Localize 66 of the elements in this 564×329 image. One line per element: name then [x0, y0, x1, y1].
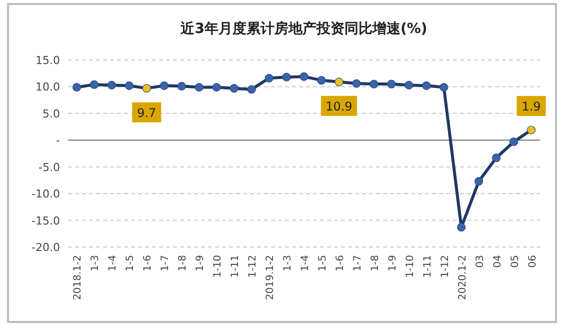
point [440, 82, 448, 92]
x-tick-label: 2018.1-2 [72, 255, 84, 300]
x-tick-label: 1-6 [142, 255, 154, 272]
data-label: 9.7 [137, 106, 156, 120]
chart-title: 近3年月度累计房地产投资同比增速(%) [180, 20, 428, 37]
point [370, 80, 378, 88]
point [124, 81, 134, 90]
point [177, 82, 186, 90]
x-tick-label: 1-6 [334, 255, 346, 272]
point [387, 80, 396, 88]
point [404, 80, 414, 90]
x-tick-label: 2020.1-2 [457, 255, 468, 300]
point [212, 82, 221, 92]
x-tick-label: 1-3 [90, 255, 102, 272]
x-tick-label: 1-10 [404, 255, 416, 278]
point [422, 81, 431, 90]
data-label: 10.9 [326, 99, 352, 114]
x-tick-label: 1-9 [387, 255, 398, 272]
x-tick-label: 1-9 [195, 255, 206, 272]
point [72, 82, 82, 92]
point [282, 72, 291, 82]
point [247, 85, 256, 94]
point [230, 84, 238, 93]
y-tick-label: - [56, 134, 60, 148]
y-tick-label: -5.0 [38, 160, 60, 174]
point [264, 74, 274, 82]
x-tick-label: 06 [527, 255, 538, 268]
point [300, 72, 308, 81]
point [334, 78, 344, 86]
x-tick-label: 1-7 [160, 255, 172, 272]
point [317, 76, 326, 85]
x-tick-label: 1-4 [300, 255, 311, 272]
data-label: 1.9 [522, 99, 541, 114]
point [194, 82, 204, 92]
point [509, 137, 518, 146]
y-tick-label: 10.0 [36, 80, 60, 94]
y-tick-label: 5.0 [42, 107, 60, 120]
x-tick-label: 1-7 [352, 255, 364, 272]
x-tick-label: 03 [474, 255, 486, 268]
point [492, 153, 501, 162]
point [90, 80, 99, 89]
x-tick-label: 1-10 [212, 255, 224, 278]
x-tick-label: 1-3 [282, 255, 294, 272]
x-tick-label: 1-11 [230, 255, 242, 278]
y-tick-label: -15.0 [32, 214, 60, 228]
point [107, 80, 116, 90]
x-tick-label: 1-12 [248, 255, 259, 278]
x-tick-label: 2019.1-2 [265, 255, 276, 300]
x-tick-label: 1-11 [422, 255, 434, 278]
x-tick-label: 04 [492, 255, 504, 268]
x-tick-label: 1-8 [178, 255, 189, 272]
point [474, 176, 484, 186]
point [352, 79, 361, 88]
x-tick-label: 1-4 [108, 255, 119, 272]
y-tick-label: 15.0 [36, 54, 60, 67]
point [526, 126, 536, 134]
point [142, 84, 151, 93]
point [160, 81, 168, 90]
x-tick-label: 05 [510, 255, 521, 268]
point [457, 222, 466, 232]
x-tick-label: 1-12 [440, 255, 451, 278]
x-tick-label: 1-5 [317, 255, 328, 272]
x-tick-label: 1-8 [370, 255, 381, 272]
x-tick-label: 1-5 [125, 255, 136, 272]
y-tick-label: -10.0 [32, 188, 60, 201]
y-tick-label: -20.0 [32, 241, 60, 254]
